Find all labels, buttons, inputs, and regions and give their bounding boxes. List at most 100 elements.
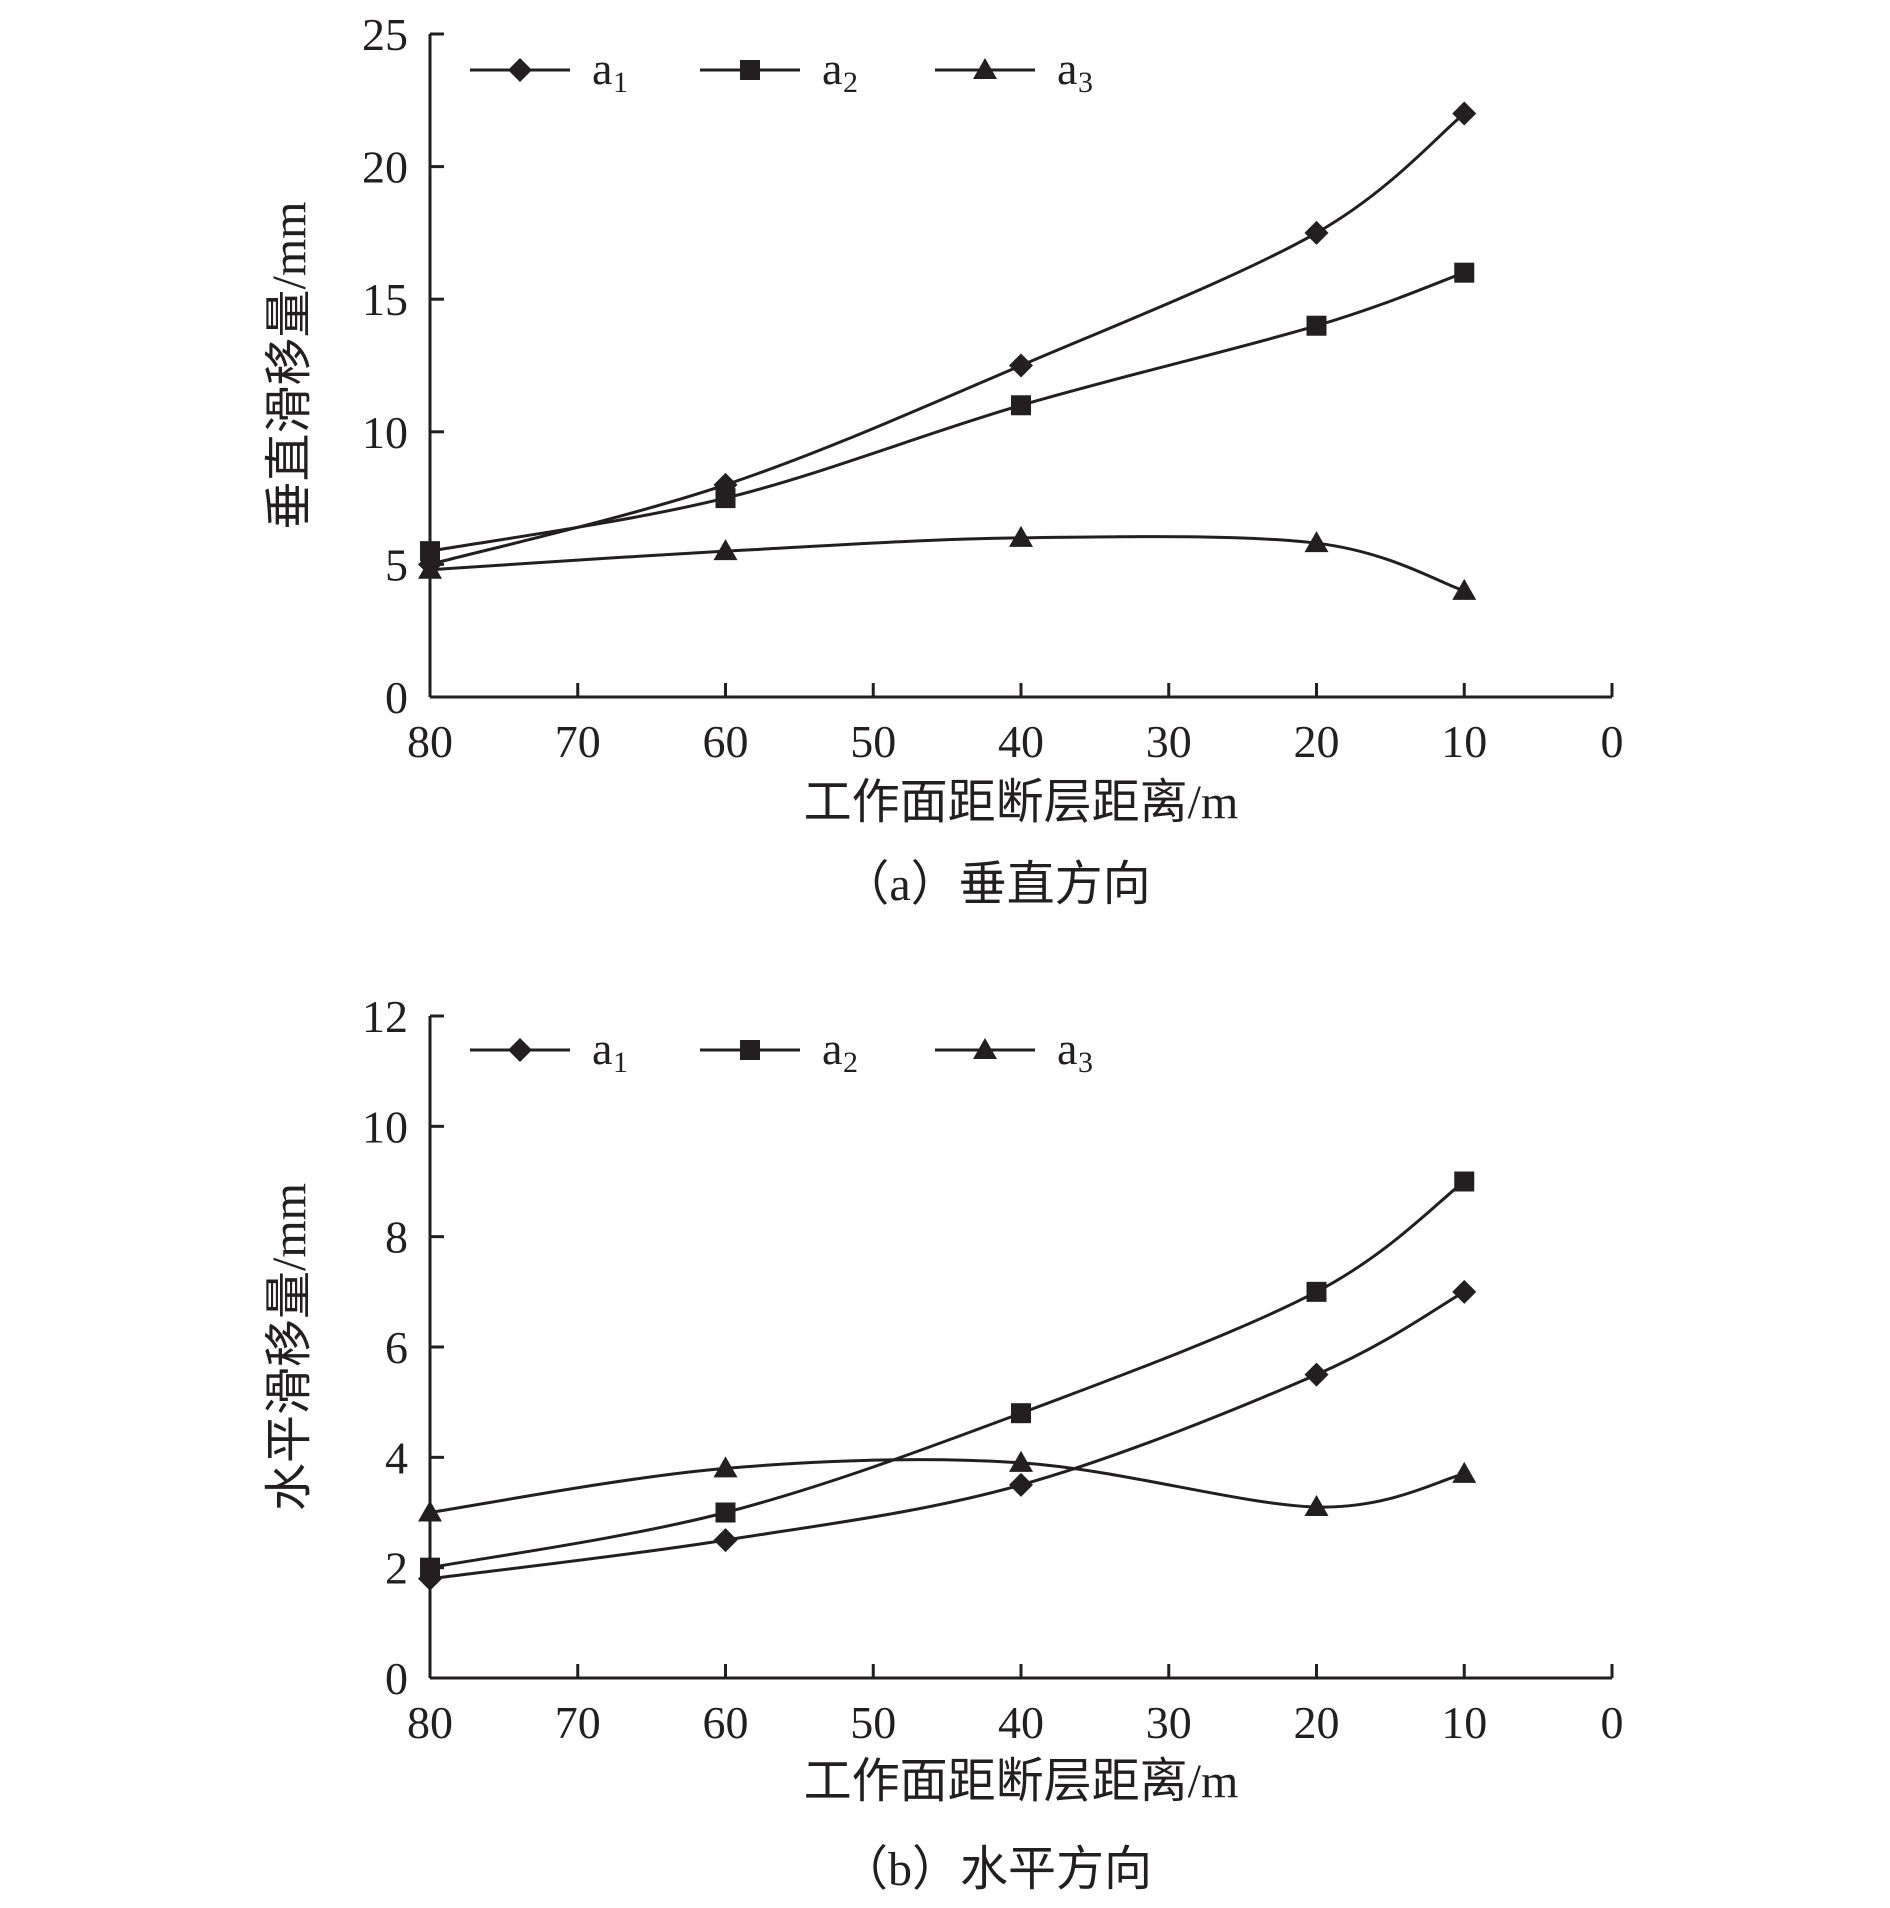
x-tick-label: 70 xyxy=(555,1697,601,1748)
y-tick-label: 0 xyxy=(385,1653,408,1704)
legend-marker xyxy=(973,1038,997,1059)
data-point xyxy=(418,1500,442,1522)
data-point xyxy=(1009,525,1033,547)
series-line xyxy=(429,1180,1466,1570)
y-tick-label: 10 xyxy=(362,1101,408,1152)
data-point xyxy=(1011,395,1031,416)
data-point xyxy=(1304,220,1329,245)
chart-vertical: 0 5 10 15 20 25 80 70 60 50 40 30 20 10 0 工作面距断层距离/m 垂直滑… xyxy=(263,9,1624,911)
y-tick-label: 8 xyxy=(385,1212,408,1263)
y-tick-label: 20 xyxy=(362,142,408,193)
series-a2 xyxy=(420,1171,1475,1578)
y-tick-label: 0 xyxy=(385,672,408,723)
figure-caption: （b）水平方向 xyxy=(840,1843,1152,1896)
x-tick-label: 20 xyxy=(1294,1697,1340,1748)
y-axis-title: 水平滑移量/mm xyxy=(263,1183,316,1511)
series-line xyxy=(429,535,1465,593)
legend-marker xyxy=(508,1038,532,1062)
x-axis-title: 工作面距断层距离/m xyxy=(804,1755,1239,1808)
data-point xyxy=(1454,262,1475,283)
x-tick-label: 60 xyxy=(703,1697,749,1748)
y-tick-label: 25 xyxy=(362,9,408,60)
data-point xyxy=(1304,531,1329,553)
data-point xyxy=(1452,101,1477,126)
x-tick-label: 10 xyxy=(1441,716,1487,767)
data-point xyxy=(1009,1472,1033,1497)
legend-label: a xyxy=(592,1023,612,1074)
legend-subscript: 1 xyxy=(613,66,628,99)
data-point xyxy=(418,557,442,579)
y-tick-label: 15 xyxy=(362,274,408,325)
data-point xyxy=(420,541,440,562)
series-a3 xyxy=(418,525,1477,600)
x-tick-label: 60 xyxy=(703,716,749,767)
data-point xyxy=(1454,1171,1475,1192)
data-point xyxy=(1009,353,1033,378)
data-point xyxy=(1011,1403,1031,1424)
legend-label: a xyxy=(592,43,612,94)
data-point xyxy=(1306,315,1327,336)
y-tick-label: 2 xyxy=(385,1543,408,1594)
data-point xyxy=(1009,1450,1033,1472)
legend-subscript: 3 xyxy=(1078,1046,1093,1079)
x-tick-label: 30 xyxy=(1146,1697,1192,1748)
data-point xyxy=(1452,1461,1477,1483)
legend-subscript: 1 xyxy=(613,1046,628,1079)
series-line xyxy=(429,1290,1465,1581)
series-line xyxy=(429,1458,1465,1514)
legend-marker xyxy=(508,58,532,82)
x-tick-label: 80 xyxy=(407,716,453,767)
legend-marker xyxy=(740,60,760,80)
legend-subscript: 3 xyxy=(1078,66,1093,99)
x-tick-label: 40 xyxy=(998,1697,1044,1748)
x-tick-label: 40 xyxy=(998,716,1044,767)
x-tick-label: 70 xyxy=(555,716,601,767)
x-tick-label: 20 xyxy=(1294,716,1340,767)
legend-subscript: 2 xyxy=(843,66,858,99)
data-point xyxy=(713,1528,738,1553)
y-tick-label: 12 xyxy=(362,991,408,1042)
x-tick-label: 0 xyxy=(1601,716,1624,767)
x-axis-title: 工作面距断层距离/m xyxy=(804,776,1239,829)
figure-caption: （a）垂直方向 xyxy=(841,858,1150,911)
y-axis-title: 垂直滑移量/mm xyxy=(263,201,316,529)
series-line xyxy=(429,271,1465,553)
data-point xyxy=(1304,1362,1329,1387)
data-point xyxy=(715,488,736,509)
data-point xyxy=(1304,1494,1329,1516)
legend-label: a xyxy=(1057,1023,1077,1074)
x-tick-label: 0 xyxy=(1601,1697,1624,1748)
series-a3 xyxy=(418,1450,1477,1522)
legend-label: a xyxy=(1057,43,1077,94)
legend-label: a xyxy=(822,1023,842,1074)
data-point xyxy=(713,539,738,561)
x-tick-label: 50 xyxy=(850,1697,896,1748)
y-tick-label: 5 xyxy=(385,539,408,590)
y-tick-label: 10 xyxy=(362,407,408,458)
data-point xyxy=(420,1557,440,1578)
x-tick-label: 50 xyxy=(850,716,896,767)
series-a1 xyxy=(418,101,1477,577)
x-tick-label: 30 xyxy=(1146,716,1192,767)
y-tick-label: 6 xyxy=(385,1322,408,1373)
series-line xyxy=(429,112,1466,566)
legend-marker xyxy=(740,1040,760,1060)
data-point xyxy=(1306,1281,1327,1302)
data-point xyxy=(1452,1279,1477,1304)
legend-label: a xyxy=(822,43,842,94)
x-tick-label: 80 xyxy=(407,1697,453,1748)
legend-subscript: 2 xyxy=(843,1046,858,1079)
data-point xyxy=(713,1456,738,1478)
data-point xyxy=(1452,578,1477,600)
y-tick-label: 4 xyxy=(385,1432,408,1483)
series-a2 xyxy=(420,262,1475,562)
x-tick-label: 10 xyxy=(1441,1697,1487,1748)
